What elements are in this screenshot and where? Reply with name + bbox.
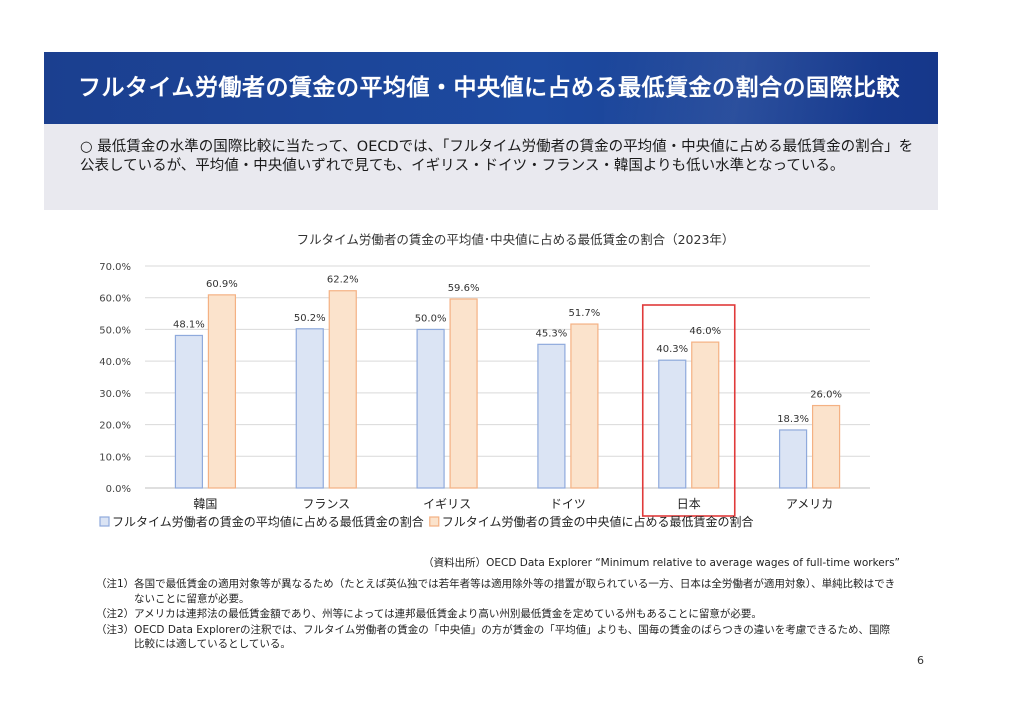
y-tick-label: 20.0% [99,421,131,432]
source-note: （資料出所）OECD Data Explorer “Minimum relati… [423,557,900,569]
data-label: 62.2% [327,275,359,286]
bar-series-2 [570,323,599,489]
legend-label-2: フルタイム労働者の賃金の中央値に占める最低賃金の割合 [442,514,754,529]
data-label: 50.2% [294,313,326,324]
x-tick-label: イギリス [423,497,471,511]
data-label: 60.9% [206,279,238,290]
data-label: 50.0% [415,313,447,324]
data-label: 46.0% [689,326,721,337]
chart-svg: フルタイム労働者の賃金の平均値･中央値に占める最低賃金の割合（2023年） 0.0… [99,232,870,529]
highlight-box [641,304,736,517]
x-tick-label: アメリカ [786,497,833,511]
y-tick-label: 40.0% [99,357,131,368]
slide-header: フルタイム労働者の賃金の平均値・中央値に占める最低賃金の割合の国際比較 [44,52,938,124]
y-tick-label: 50.0% [99,325,131,336]
bar-series-1 [174,334,204,489]
chart-title: フルタイム労働者の賃金の平均値･中央値に占める最低賃金の割合（2023年） [297,232,735,247]
bar-series-2 [449,298,478,489]
x-tick-label: フランス [302,497,350,511]
y-tick-label: 70.0% [99,262,131,273]
note-1: （注1）各国で最低賃金の適用対象等が異なるため（たとえば英仏独では若年者等は適用… [96,578,896,605]
bar-series-2 [811,404,841,489]
page-number: 6 [917,654,924,667]
bar-series-1 [778,429,808,489]
x-tick-label: 韓国 [193,497,217,511]
bar-series-1 [416,328,445,489]
data-label: 48.1% [173,319,205,330]
y-tick-label: 60.0% [99,294,131,305]
bar-series-1 [658,359,687,489]
bar-series-1 [537,343,566,489]
bar-series-2 [207,294,237,489]
bar-series-2 [328,290,357,489]
notes-block: （注1）各国で最低賃金の適用対象等が異なるため（たとえば英仏独では若年者等は適用… [96,577,896,653]
data-label: 45.3% [536,328,568,339]
header-decoration [604,52,938,124]
note-2: （注2）アメリカは連邦法の最低賃金額であり、州等によっては連邦最低賃金より高い州… [96,608,762,620]
legend-swatch-1 [99,516,110,527]
y-tick-label: 0.0% [106,484,131,495]
bar-series-2 [691,341,720,489]
bar-series-1 [295,328,324,489]
summary-text: ○ 最低賃金の水準の国際比較に当たって、OECDでは、「フルタイム労働者の賃金の… [80,139,914,174]
y-tick-label: 30.0% [99,389,131,400]
data-label: 26.0% [810,390,842,401]
slide-title: フルタイム労働者の賃金の平均値・中央値に占める最低賃金の割合の国際比較 [78,75,901,101]
summary-box: ○ 最低賃金の水準の国際比較に当たって、OECDでは、「フルタイム労働者の賃金の… [44,124,938,210]
note-3: （注3）OECD Data Explorerの注釈では、フルタイム労働者の賃金の… [96,623,891,651]
x-tick-label: 日本 [677,497,701,511]
bar-chart: フルタイム労働者の賃金の平均値･中央値に占める最低賃金の割合（2023年） 0.0… [60,226,920,546]
legend-label-1: フルタイム労働者の賃金の平均値に占める最低賃金の割合 [112,514,424,529]
legend-swatch-2 [429,516,440,527]
y-tick-label: 10.0% [99,452,131,463]
data-label: 59.6% [448,283,480,294]
data-label: 18.3% [777,414,809,425]
data-label: 40.3% [656,344,688,355]
x-tick-label: ドイツ [550,497,586,511]
data-label: 51.7% [569,308,601,319]
